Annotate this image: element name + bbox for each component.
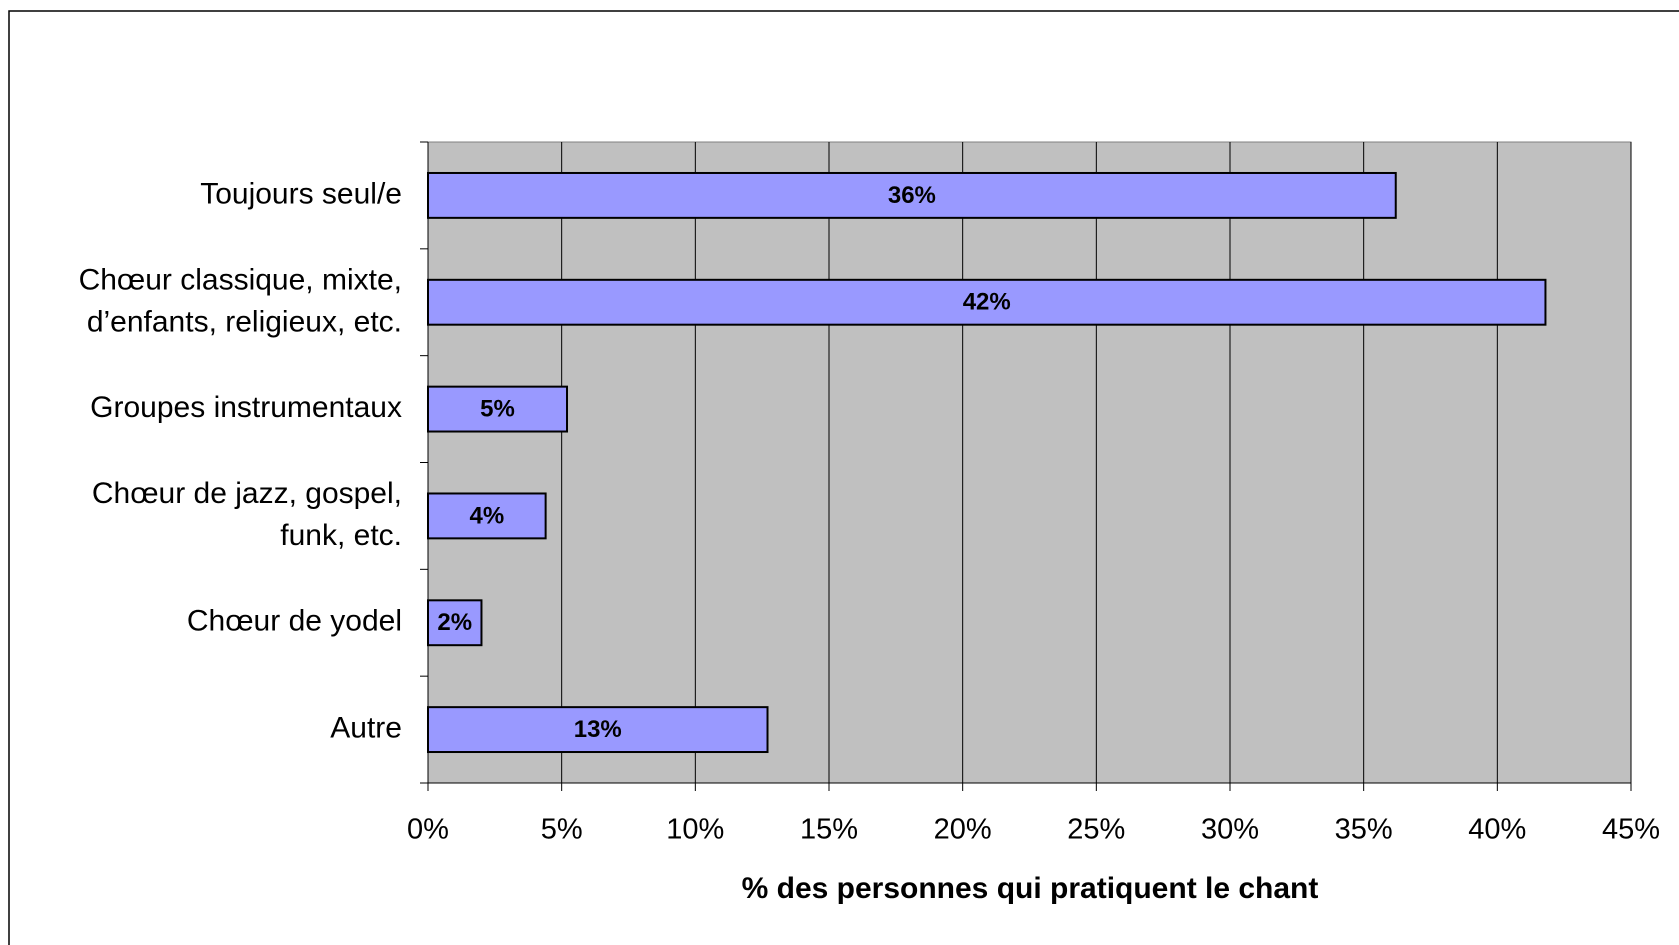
data-label: 4% [469, 502, 504, 529]
y-tick-label: Chœur classique, mixte, d’enfants, religi… [79, 263, 402, 338]
x-tick-label: 45% [1602, 814, 1660, 846]
bar [427, 171, 1397, 219]
bar [427, 599, 483, 647]
x-tick-label: 30% [1201, 814, 1259, 846]
bar [427, 492, 547, 540]
y-tick-label: Chœur de yodel [187, 605, 402, 638]
data-label: 5% [480, 395, 515, 422]
y-tick-label: Autre [330, 712, 402, 745]
x-tick-label: 0% [407, 814, 449, 846]
x-tick-label: 40% [1468, 814, 1526, 846]
y-tick-label: Groupes instrumentaux [90, 391, 402, 424]
bar [427, 385, 569, 433]
x-tick-label: 20% [934, 814, 992, 846]
bar [427, 278, 1547, 326]
x-tick-label: 15% [800, 814, 858, 846]
bar [427, 706, 769, 754]
data-label: 42% [963, 289, 1011, 316]
x-axis-title: % des personnes qui pratiquent le chant [742, 872, 1319, 905]
y-tick-label: Toujours seul/e [200, 177, 402, 210]
x-tick-label: 35% [1335, 814, 1393, 846]
data-label: 13% [574, 716, 622, 743]
y-tick-label: Chœur de jazz, gospel, funk, etc. [92, 477, 402, 552]
data-label: 2% [437, 609, 472, 636]
x-tick-label: 25% [1067, 814, 1125, 846]
plot-area [427, 141, 1632, 784]
x-tick-label: 10% [666, 814, 724, 846]
data-label: 36% [888, 182, 936, 209]
x-tick-label: 5% [541, 814, 583, 846]
